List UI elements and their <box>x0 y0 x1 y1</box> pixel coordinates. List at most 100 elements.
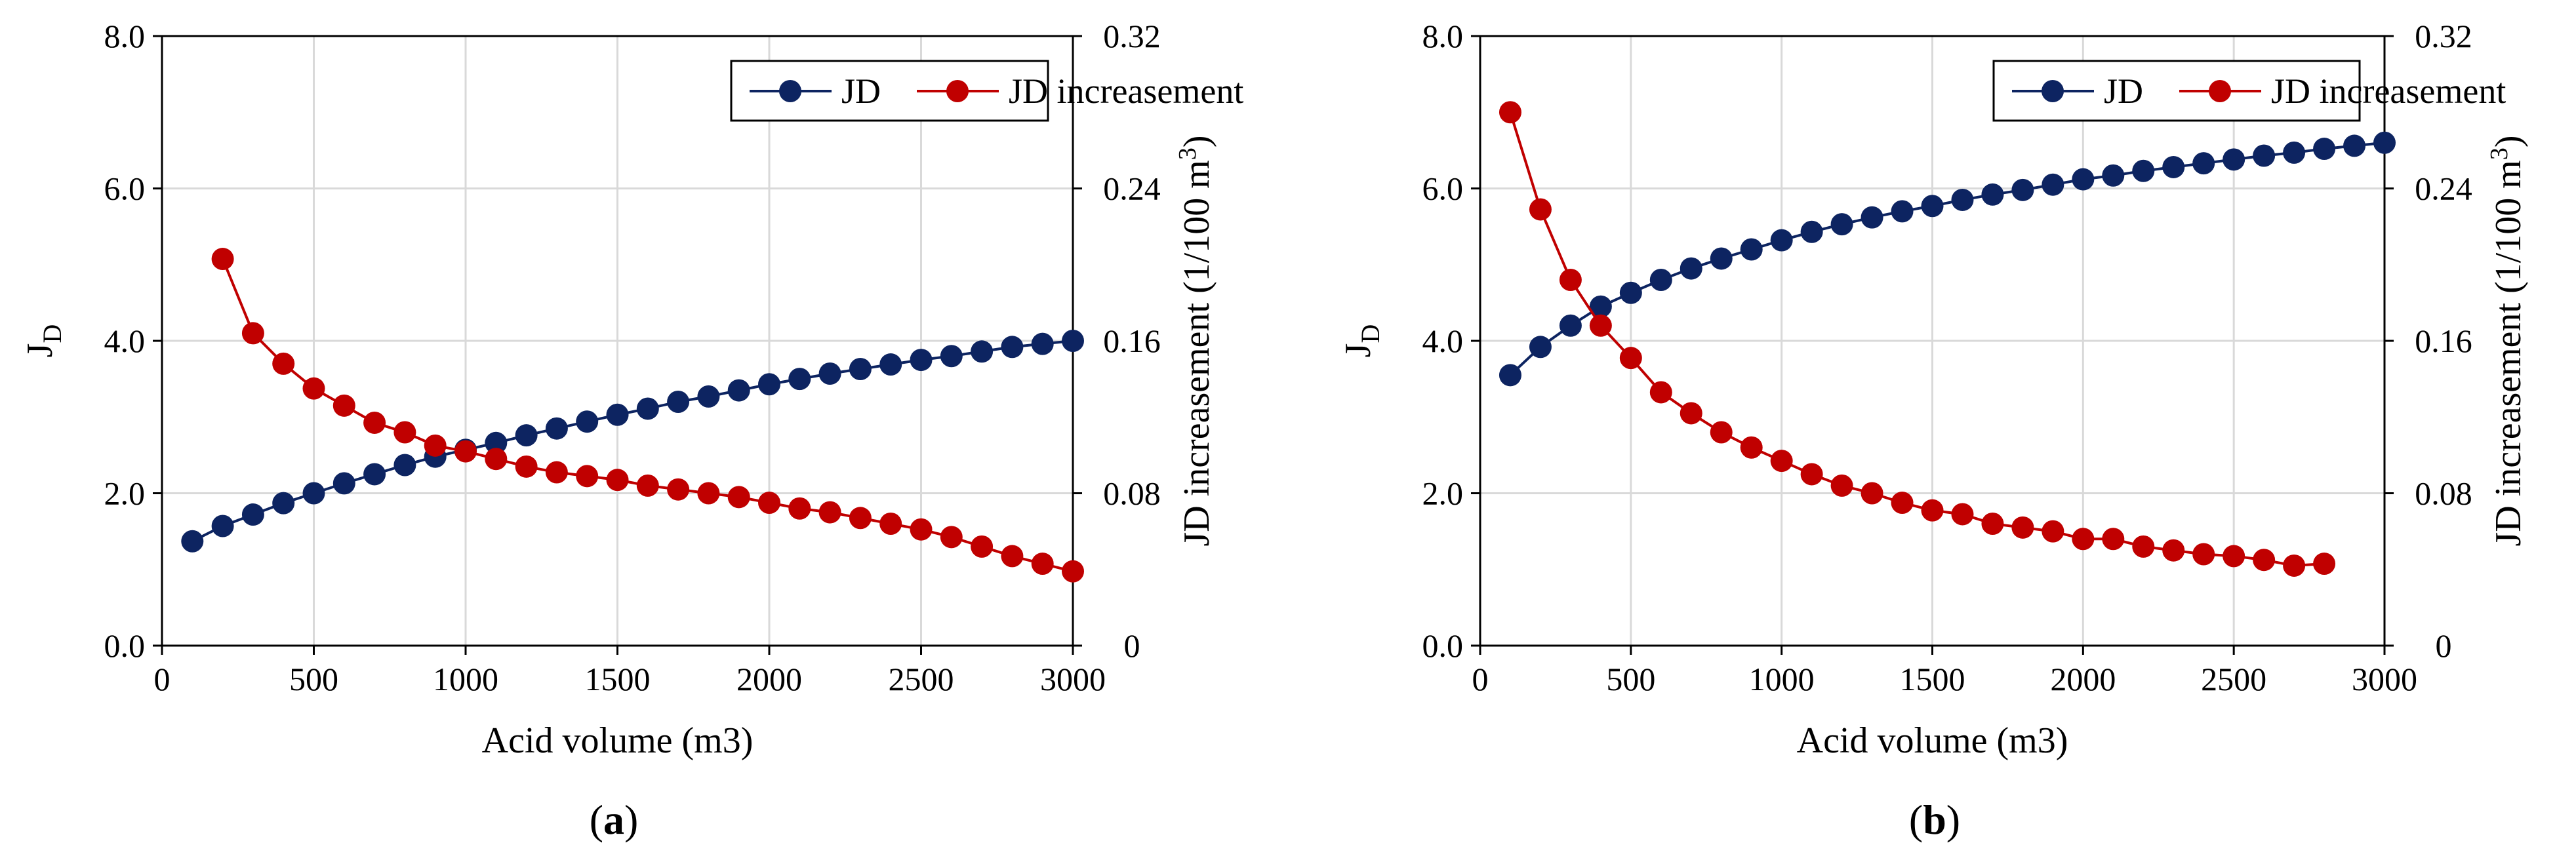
chart2-series-jd-increasement-point-11 <box>1830 474 1853 497</box>
chart2-ytick-label-1: 2.0 <box>1422 475 1464 512</box>
chart2-series-jd-point-9 <box>1770 229 1793 252</box>
chart2-legend-jd-increasement-marker <box>2209 80 2231 102</box>
chart1-series-jd-increasement-point-13 <box>606 469 629 492</box>
chart1-y2tick-label-2: 0.16 <box>1103 322 1161 359</box>
chart1-y2tick-label-3: 0.24 <box>1103 170 1161 207</box>
chart1-series-jd-point-25 <box>940 345 963 368</box>
chart1-series-jd-increasement-point-23 <box>910 518 933 541</box>
chart2-series-jd-increasement-point-16 <box>1981 513 2004 535</box>
chart2-series-jd-point-15 <box>1951 188 1974 211</box>
chart1-x-axis-title: Acid volume (m3) <box>482 720 754 761</box>
chart2-series-jd-point-10 <box>1800 220 1823 243</box>
chart2-series-jd-point-27 <box>2313 138 2336 161</box>
chart1-series-jd-increasement-point-24 <box>940 526 963 549</box>
chart1-series-jd-point-28 <box>1031 332 1054 355</box>
chart1-series-jd-increasement-point-17 <box>727 486 750 509</box>
chart1-series-jd-increasement-point-21 <box>849 507 872 530</box>
chart2-series-jd-point-24 <box>2223 148 2245 171</box>
chart1-series-jd-increasement-point-6 <box>393 421 416 444</box>
chart1-series-jd-increasement-point-5 <box>363 411 386 434</box>
chart2-series-jd-increasement-point-17 <box>2011 516 2034 539</box>
chart2-xtick-label-4: 2000 <box>2050 661 2116 697</box>
chart1-series-jd-point-22 <box>849 358 872 381</box>
chart1-series-jd-increasement-point-18 <box>758 492 780 515</box>
chart2-xtick-label-3: 1500 <box>1900 661 1965 697</box>
chart2-series-jd-increasement-point-12 <box>1861 482 1883 505</box>
chart2-series-jd-increasement-point-8 <box>1740 436 1763 459</box>
chart2-series-jd-increasement-point-13 <box>1891 492 1914 515</box>
chart1-legend-jd-increasement-marker <box>946 80 969 102</box>
chart2-series-jd-increasement-point-2 <box>1559 269 1582 291</box>
chart1-series-jd-point-11 <box>515 424 538 447</box>
chart2-xtick-label-6: 3000 <box>2352 661 2417 697</box>
chart1-series-jd-point-21 <box>818 362 841 385</box>
chart1-series-jd-increasement-point-12 <box>576 465 599 488</box>
chart1-series-jd-point-20 <box>788 368 811 391</box>
chart2-y-axis-title: JD <box>1338 324 1385 358</box>
chart2-series-jd-point-11 <box>1830 213 1853 236</box>
chart1-series-jd-point-6 <box>363 463 386 486</box>
chart1-legend-jd-marker <box>779 80 801 102</box>
chart1-series-jd-point-2 <box>241 503 264 526</box>
chart2-legend-jd-marker <box>2042 80 2064 102</box>
chart1-series-jd-point-13 <box>576 410 599 433</box>
chart2-xtick-label-1: 500 <box>1606 661 1655 697</box>
chart1-series-jd-point-12 <box>545 417 568 440</box>
chart1-series-jd-point-26 <box>971 340 994 363</box>
chart1-ytick-label-3: 6.0 <box>104 170 146 207</box>
chart2-y2-axis-title: JD increasement (1/100 m3) <box>2485 135 2529 546</box>
chart2-series-jd-increasement-point-18 <box>2042 520 2064 543</box>
chart1-y2tick-label-0: 0 <box>1124 627 1140 664</box>
chart1-series-jd-point-18 <box>727 379 750 402</box>
chart2-series-jd-increasement-point-9 <box>1770 450 1793 473</box>
chart2-series-jd-increasement-point-14 <box>1921 499 1944 522</box>
chart1-series-jd-point-29 <box>1062 330 1084 352</box>
chart2-series-jd-point-14 <box>1921 195 1944 218</box>
chart2-series-jd-increasement-line <box>1509 111 2325 567</box>
chart1-legend-jd-label: JD <box>841 71 881 111</box>
chart2-series-jd-increasement-point-5 <box>1649 381 1672 404</box>
chart2-series-jd-increasement-point-4 <box>1619 347 1642 370</box>
chart2-series-jd-increasement-point-27 <box>2313 553 2336 575</box>
chart2-series-jd-point-5 <box>1649 269 1672 291</box>
chart2-series-jd-increasement-point-25 <box>2253 549 2276 572</box>
chart2-y2tick-label-3: 0.24 <box>2415 170 2472 207</box>
chart1-series-jd-point-27 <box>1001 336 1024 359</box>
chart1-series-jd-increasement-point-25 <box>971 535 994 558</box>
chart1-series-jd-point-0 <box>181 530 204 553</box>
chart1-series-jd-increasement-point-28 <box>1062 560 1084 583</box>
chart2-series-jd-increasement-point-1 <box>1529 198 1552 221</box>
chart1-series-jd-line <box>191 340 1074 543</box>
chart1-series-jd-point-16 <box>667 391 690 413</box>
chart1-series-jd-point-14 <box>606 403 629 426</box>
chart1-series-jd-point-17 <box>697 385 720 408</box>
chart2-y2tick-label-1: 0.08 <box>2415 475 2472 512</box>
chart1-series-jd-point-5 <box>332 472 355 495</box>
chart1-series-jd-increasement-point-1 <box>241 322 264 345</box>
chart2-series-jd-point-13 <box>1891 200 1914 223</box>
chart1-series-jd-increasement-point-15 <box>667 478 690 501</box>
chart1-series-jd-increasement-point-27 <box>1031 553 1054 575</box>
chart2-y2tick-label-2: 0.16 <box>2415 322 2472 359</box>
chart1-xtick-label-0: 0 <box>154 661 171 697</box>
chart1-xtick-label-6: 3000 <box>1040 661 1106 697</box>
chart1-series-jd-point-10 <box>485 431 508 454</box>
chart2-series-jd-point-2 <box>1559 314 1582 337</box>
chart1-series-jd-increasement-point-26 <box>1001 545 1024 568</box>
chart1-series-jd-increasement-point-22 <box>879 513 902 535</box>
chart1-ytick-label-0: 0.0 <box>104 627 146 664</box>
chart1-xtick-label-3: 1500 <box>585 661 651 697</box>
chart2-series-jd-increasement-point-22 <box>2162 539 2185 562</box>
chart2-ytick-label-4: 8.0 <box>1422 18 1464 54</box>
chart1: 0 500 1000 1500 2000 2500 3000 0.0 2.0 4.0 6.0 8.0 0… <box>20 18 1243 843</box>
chart1-y2tick-label-4: 0.32 <box>1103 18 1161 54</box>
chart1-panel-label: (a) <box>590 796 639 843</box>
chart1-series-jd-point-7 <box>393 454 416 477</box>
chart1-series-jd-increasement-point-4 <box>332 394 355 417</box>
chart1-ytick-label-2: 4.0 <box>104 322 146 359</box>
chart2-series-jd-increasement-point-7 <box>1710 421 1733 444</box>
chart2-series-jd-point-17 <box>2011 178 2034 201</box>
chart2-series-jd-increasement-point-23 <box>2192 543 2215 566</box>
chart1-series-jd-increasement-point-2 <box>272 352 295 375</box>
